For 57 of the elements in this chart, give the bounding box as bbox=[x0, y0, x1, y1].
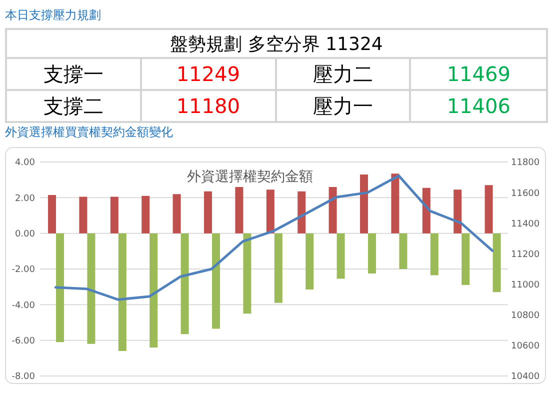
bar bbox=[243, 233, 252, 314]
bar bbox=[48, 194, 56, 234]
y-tick-label: 0.00 bbox=[14, 230, 36, 240]
y2-tick-label: 11200 bbox=[511, 250, 540, 260]
y2-tick-label: 11400 bbox=[511, 219, 540, 230]
category-label: 支撐一 bbox=[7, 59, 142, 89]
bar bbox=[79, 196, 88, 234]
bar bbox=[274, 233, 282, 303]
y2-tick-label: 11600 bbox=[511, 188, 540, 199]
data-label: 11469 bbox=[446, 61, 512, 88]
bar bbox=[266, 190, 274, 234]
bar bbox=[328, 186, 337, 234]
bar bbox=[212, 233, 220, 329]
bar bbox=[430, 233, 438, 276]
text: 本日支撐壓力規劃 bbox=[5, 7, 101, 24]
bar bbox=[180, 233, 189, 334]
bar bbox=[118, 233, 126, 352]
text: 盤勢規劃 多空分界 11324 bbox=[7, 30, 546, 59]
y-tick-label: -2.00 bbox=[12, 265, 36, 276]
bar bbox=[484, 185, 493, 234]
bar bbox=[150, 233, 158, 348]
chart-title: 外資選擇權買賣權契約金額變化 bbox=[5, 124, 173, 141]
y-tick-label: -8.00 bbox=[12, 372, 36, 382]
bar bbox=[87, 233, 96, 344]
data-label: 11406 bbox=[446, 93, 512, 120]
y-tick-label: -4.00 bbox=[12, 300, 36, 311]
bar bbox=[56, 233, 64, 342]
bar bbox=[492, 233, 501, 292]
text: 外資選擇權契約金額 bbox=[187, 168, 313, 186]
y2-tick-label: 10800 bbox=[511, 311, 540, 322]
bar bbox=[391, 174, 400, 234]
bar bbox=[422, 188, 430, 234]
bar bbox=[298, 191, 306, 234]
bar bbox=[399, 233, 408, 269]
y-tick-label: -6.00 bbox=[12, 336, 36, 347]
bar bbox=[462, 233, 470, 286]
bar bbox=[368, 233, 376, 274]
bar bbox=[336, 233, 345, 279]
bar bbox=[142, 196, 150, 234]
data-label: 11180 bbox=[142, 91, 276, 121]
y2-tick-label: 11000 bbox=[511, 280, 540, 290]
y-tick-label: 4.00 bbox=[14, 158, 36, 168]
bar bbox=[306, 233, 314, 290]
category-label: 支撐二 bbox=[7, 91, 142, 121]
bar bbox=[235, 186, 244, 234]
data-label: 11249 bbox=[142, 59, 276, 89]
bar bbox=[204, 191, 212, 234]
y2-tick-label: 10600 bbox=[511, 342, 540, 352]
y-tick-label: 2.00 bbox=[14, 194, 36, 204]
bar bbox=[110, 196, 118, 234]
category-label: 壓力二 bbox=[276, 59, 412, 89]
bar bbox=[172, 194, 181, 234]
y2-tick-label: 11800 bbox=[511, 158, 540, 168]
y2-tick-label: 10400 bbox=[511, 372, 540, 382]
category-label: 壓力一 bbox=[276, 91, 412, 121]
bar bbox=[360, 174, 368, 234]
bar bbox=[454, 190, 462, 234]
